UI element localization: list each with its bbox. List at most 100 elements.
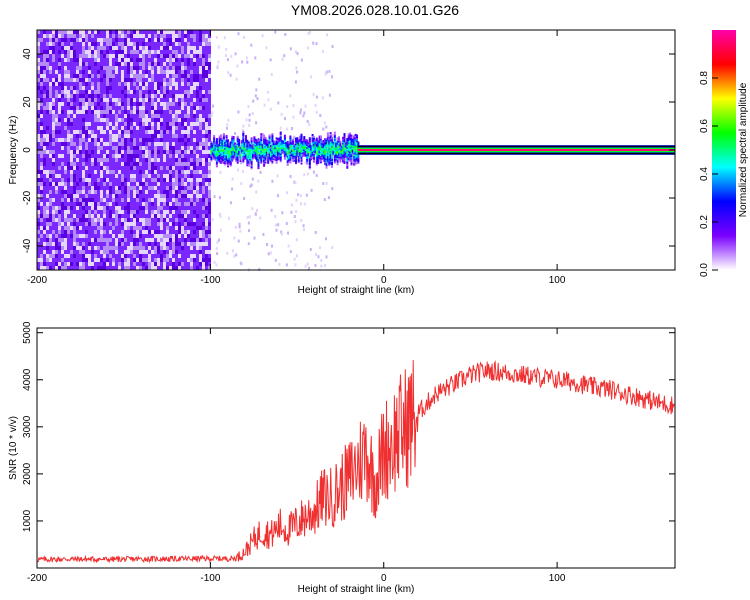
spectrogram-cell <box>91 46 94 50</box>
spectrogram-cell <box>196 114 199 118</box>
spectrogram-cell <box>133 70 136 74</box>
spectrogram-cell <box>261 155 264 158</box>
spectrogram-cell <box>64 194 67 198</box>
spectrogram-cell <box>160 158 163 162</box>
spectrogram-cell <box>304 143 307 146</box>
spectrogram-cell <box>301 139 304 141</box>
spectrogram-cell <box>220 151 223 154</box>
spectrogram-cell <box>49 238 52 242</box>
spectrogram-cell <box>169 218 172 222</box>
spectrogram-cell <box>55 218 58 222</box>
spectrogram-cell <box>73 226 76 230</box>
spectrogram-cell <box>236 140 239 143</box>
spectrogram-cell <box>64 238 67 242</box>
spectrogram-cell <box>157 38 160 42</box>
spectrogram-cell <box>103 234 106 238</box>
spectrogram-cell <box>196 50 199 54</box>
spectrogram-cell <box>163 74 166 78</box>
spectrogram-cell <box>115 82 118 86</box>
spectrogram-cell <box>103 74 106 78</box>
spectrogram-cell <box>284 33 287 36</box>
spectrogram-cell <box>243 146 246 149</box>
spectrogram-cell <box>169 86 172 90</box>
spectrogram-cell <box>199 134 202 138</box>
spectrogram-cell <box>193 134 196 138</box>
spectrogram-cell <box>100 154 103 158</box>
spectrogram-cell <box>268 137 271 140</box>
spectrogram-cell <box>208 58 211 62</box>
spectrogram-cell <box>301 151 304 154</box>
spectrogram-cell <box>43 38 46 42</box>
spectrogram-cell <box>46 186 49 190</box>
spectrogram-cell <box>151 74 154 78</box>
spectrogram-cell <box>199 250 202 254</box>
spectrogram-cell <box>253 136 256 139</box>
spectrogram-cell <box>268 158 271 161</box>
spectrogram-cell <box>40 54 43 58</box>
spectrogram-cell <box>205 86 208 90</box>
spectrogram-cell <box>61 206 64 210</box>
spectrogram-cell <box>115 238 118 242</box>
spectrogram-cell <box>181 250 184 254</box>
spectrogram-cell <box>73 234 76 238</box>
spectrogram-cell <box>172 170 175 174</box>
spectrogram-cell <box>250 158 253 161</box>
spectrogram-cell <box>175 146 178 150</box>
spectrogram-cell <box>52 218 55 222</box>
spectrogram-cell <box>184 254 187 258</box>
spectrogram-cell <box>94 82 97 86</box>
spectrogram-cell <box>306 158 309 161</box>
spectrogram-cell <box>279 140 282 143</box>
spectrogram-cell <box>181 146 184 150</box>
spectrogram-cell <box>61 130 64 134</box>
spectrogram-cell <box>43 266 46 270</box>
spectrogram-cell <box>248 118 251 122</box>
spectrogram-cell <box>233 145 236 148</box>
spectrogram-cell <box>267 153 270 156</box>
spectrogram-cell <box>145 62 148 66</box>
spectrogram-cell <box>100 146 103 150</box>
spectrogram-cell <box>286 140 289 143</box>
spectrogram-cell <box>227 163 229 166</box>
spectrogram-cell <box>85 178 88 182</box>
spectrogram-cell <box>169 94 172 98</box>
spectrogram-cell <box>142 42 145 46</box>
spectrogram-cell <box>136 42 139 46</box>
spectrogram-cell <box>220 158 223 161</box>
spectrogram-cell <box>124 34 127 38</box>
spectrogram-cell <box>232 147 235 150</box>
spectrogram-cell <box>85 42 88 46</box>
spectrogram-cell <box>193 186 196 190</box>
spectrogram-cell <box>267 157 270 160</box>
spectrogram-cell <box>148 182 151 186</box>
spectrogram-cell <box>91 206 94 210</box>
spectrogram-cell <box>49 38 52 42</box>
spectrogram-cell <box>148 178 151 182</box>
spectrogram-cell <box>199 174 202 178</box>
spectrogram-cell <box>85 238 88 242</box>
spectrogram-cell <box>121 70 124 74</box>
spectrogram-cell <box>73 78 76 82</box>
spectrogram-cell <box>97 154 100 158</box>
spectrogram-cell <box>148 134 151 138</box>
spectrogram-cell <box>281 145 284 148</box>
spectrogram-cell <box>276 141 279 143</box>
spectrogram-cell <box>224 153 227 156</box>
spectrogram-cell <box>308 158 311 161</box>
spectrogram-cell <box>94 226 97 230</box>
spectrogram-cell <box>82 50 85 54</box>
spectrogram-cell <box>40 34 43 38</box>
spectrogram-cell <box>58 158 61 162</box>
spectrogram-cell <box>88 198 91 202</box>
spectrogram-cell <box>46 34 49 38</box>
spectrogram-cell <box>64 250 67 254</box>
spectrogram-cell <box>106 158 109 162</box>
spectrogram-cell <box>211 144 214 147</box>
spectrogram-cell <box>106 230 109 234</box>
spectrogram-cell <box>321 143 324 146</box>
spectrogram-cell <box>79 146 82 150</box>
spectrogram-cell <box>133 158 136 162</box>
spectrogram-cell <box>267 141 270 144</box>
spectrogram-cell <box>196 90 199 94</box>
spectrogram-cell <box>315 146 318 149</box>
